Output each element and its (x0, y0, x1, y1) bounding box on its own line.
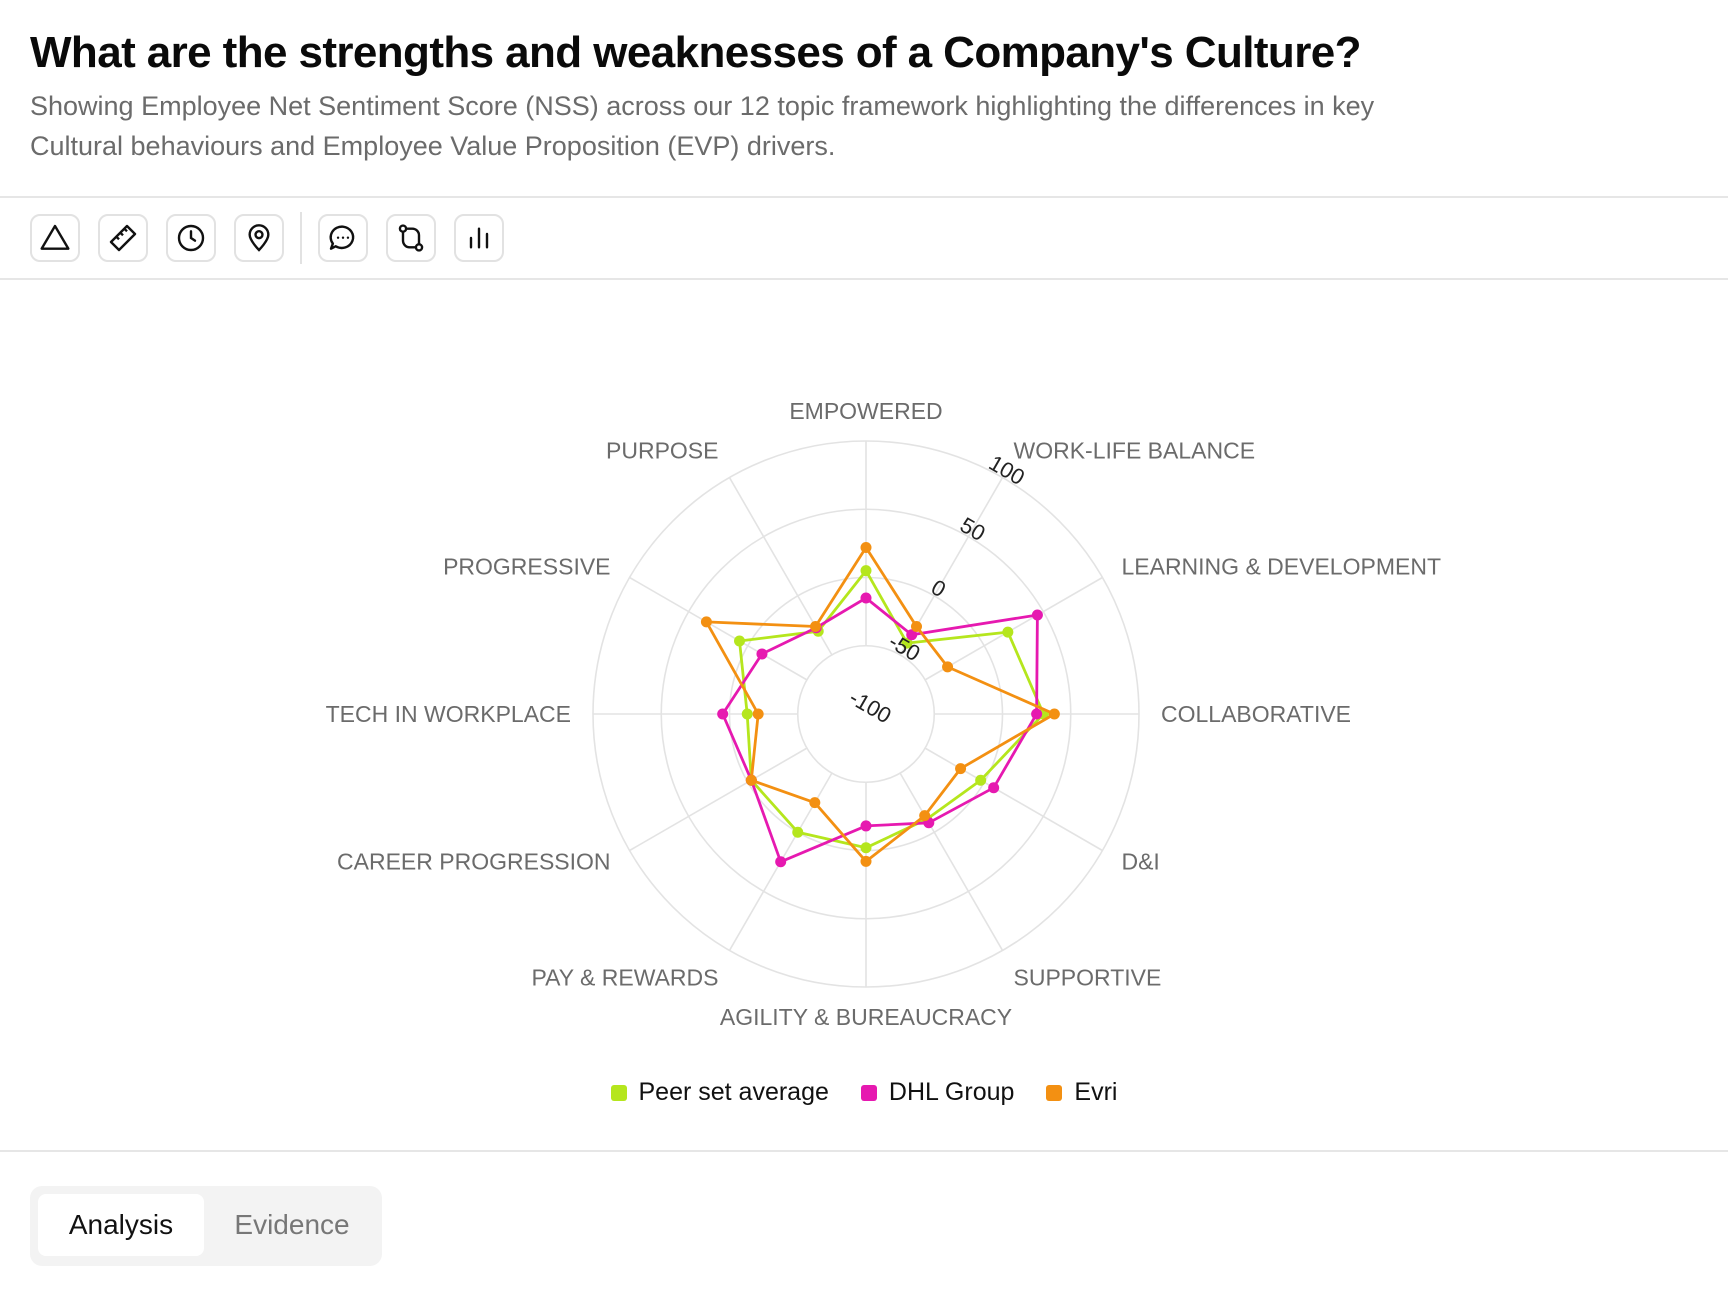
tab-analysis[interactable]: Analysis (38, 1194, 204, 1256)
data-point (1031, 708, 1043, 720)
map-pin-tool-button[interactable] (234, 214, 284, 262)
data-point (792, 826, 804, 838)
data-point (860, 842, 872, 854)
compare-icon (398, 224, 424, 252)
data-point (752, 708, 764, 720)
spoke-line (629, 747, 808, 852)
category-label: COLLABORATIVE (1161, 701, 1351, 727)
category-labels: EMPOWERED WORK-LIFE BALANCE LEARNING & DEV… (326, 398, 1441, 1030)
page-title: What are the strengths and weaknesses of… (30, 28, 1361, 77)
data-point (860, 592, 872, 604)
footer-divider (0, 1150, 1728, 1152)
data-point (745, 774, 757, 786)
legend-swatch (860, 1084, 877, 1101)
radar-series (700, 541, 1060, 868)
spoke-line (629, 576, 808, 681)
category-label: CAREER PROGRESSION (337, 849, 611, 875)
data-point (988, 782, 1000, 794)
clock-icon (177, 224, 205, 252)
data-point (860, 820, 872, 832)
toolbar-divider (0, 278, 1728, 280)
category-label: PAY & REWARDS (531, 964, 718, 990)
header: What are the strengths and weaknesses of… (30, 24, 1670, 166)
legend-item[interactable]: Peer set average (610, 1078, 829, 1107)
clock-tool-button[interactable] (166, 214, 216, 262)
spoke-line (899, 772, 1004, 951)
data-point (911, 621, 923, 633)
triangle-tool-button[interactable] (30, 214, 80, 262)
radial-tick-label: 50 (956, 512, 990, 546)
data-point (942, 661, 954, 673)
bar-chart-icon (469, 227, 489, 249)
legend-item[interactable]: Evri (1046, 1078, 1117, 1107)
category-label: D&I (1121, 849, 1159, 875)
compare-tool-button[interactable] (386, 214, 436, 262)
toolbar-separator (300, 212, 302, 264)
data-point (901, 637, 913, 649)
data-point (860, 855, 872, 867)
message-icon (329, 225, 355, 250)
tab-evidence[interactable]: Evidence (234, 1209, 350, 1240)
comment-tool-button[interactable] (318, 214, 368, 262)
category-label: PURPOSE (606, 438, 718, 464)
data-point (975, 774, 987, 786)
data-point (756, 648, 768, 660)
data-point (860, 541, 872, 553)
page-subtitle: Showing Employee Net Sentiment Score (NS… (30, 91, 1375, 161)
data-point (700, 616, 712, 628)
legend-label: Evri (1074, 1078, 1118, 1106)
category-label: TECH IN WORKPLACE (326, 701, 571, 727)
category-label: PROGRESSIVE (443, 554, 610, 580)
data-point (1031, 609, 1043, 621)
view-tabs: Analysis Evidence (30, 1186, 382, 1266)
map-pin-icon (248, 224, 270, 252)
data-point (1002, 626, 1014, 638)
data-point (809, 797, 821, 809)
toolbar (30, 212, 522, 264)
legend-label: DHL Group (888, 1078, 1015, 1106)
data-point (734, 635, 746, 647)
category-label: AGILITY & BUREAUCRACY (720, 1004, 1012, 1030)
legend-item[interactable]: DHL Group (860, 1078, 1015, 1107)
spoke-line (924, 747, 1103, 852)
chart-tool-button[interactable] (454, 214, 504, 262)
category-label: WORK-LIFE BALANCE (1014, 438, 1256, 464)
data-point (741, 708, 753, 720)
data-point (906, 629, 918, 641)
data-point (717, 708, 729, 720)
ruler-icon (109, 224, 137, 252)
legend-label: Peer set average (638, 1078, 829, 1106)
chart-legend: Peer set average DHL Group Evri (0, 1078, 1728, 1107)
legend-swatch (610, 1084, 627, 1101)
triangle-icon (40, 224, 70, 250)
data-point (1048, 708, 1060, 720)
category-label: SUPPORTIVE (1014, 964, 1162, 990)
radial-tick-label: 0 (927, 574, 950, 602)
category-label: LEARNING & DEVELOPMENT (1121, 554, 1441, 580)
data-point (860, 565, 872, 577)
data-point (809, 621, 821, 633)
data-point (919, 810, 931, 822)
header-divider (0, 196, 1728, 198)
legend-swatch (1046, 1084, 1063, 1101)
radial-tick-label: -100 (845, 685, 896, 729)
data-point (775, 856, 787, 868)
data-point (955, 763, 967, 775)
ruler-tool-button[interactable] (98, 214, 148, 262)
category-label: EMPOWERED (789, 398, 942, 424)
spoke-line (924, 576, 1103, 681)
